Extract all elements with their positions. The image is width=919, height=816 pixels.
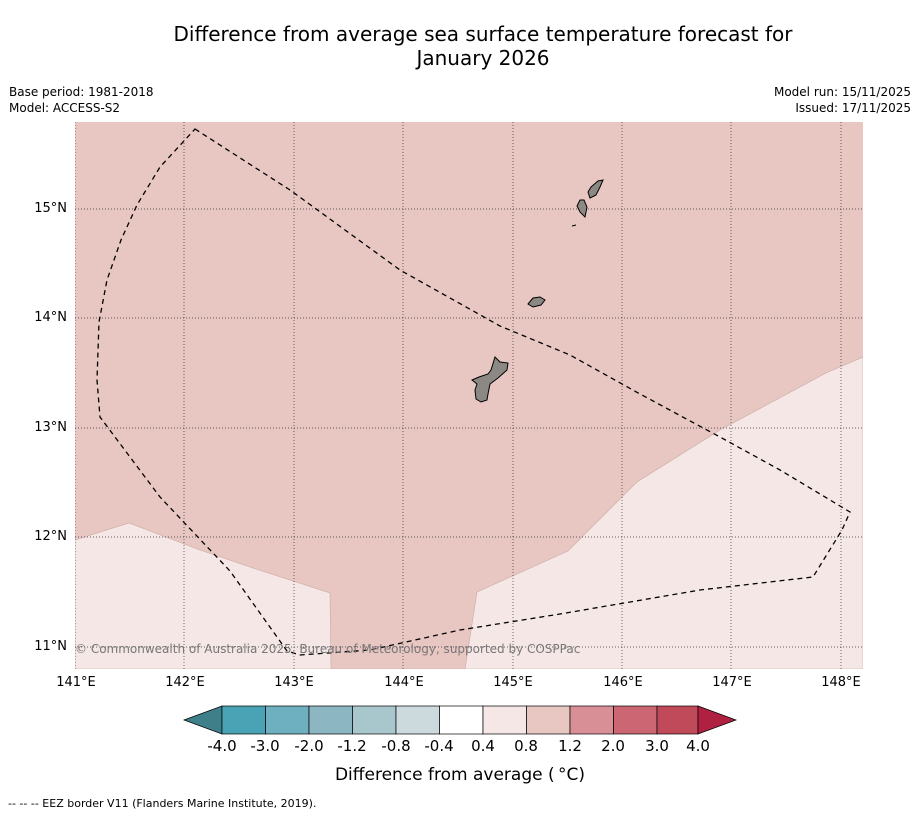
lon-tick-146: 146°E	[603, 675, 643, 690]
base-period: Base period: 1981-2018	[9, 85, 154, 99]
title-line-2: January 2026	[416, 46, 550, 70]
meta-right: Model run: 15/11/2025 Issued: 17/11/2025	[774, 84, 911, 116]
gridlines	[75, 122, 863, 669]
lat-tick-11: 11°N	[34, 639, 67, 654]
chart-title: Difference from average sea surface temp…	[100, 22, 866, 70]
colorbar-bin-7	[482, 705, 527, 735]
colorbar-label: -1.2	[337, 737, 367, 755]
colorbar-label: 0.8	[514, 737, 538, 755]
lat-tick-14: 14°N	[34, 310, 67, 325]
map-area	[75, 122, 863, 669]
colorbar-label: 4.0	[686, 737, 710, 755]
colorbar-bin-6	[439, 705, 484, 735]
colorbar-bin-10	[613, 705, 658, 735]
colorbar-label: 1.2	[558, 737, 582, 755]
colorbar-title: Difference from average ( °C)	[334, 765, 586, 785]
model-name: Model: ACCESS-S2	[9, 101, 121, 115]
colorbar-label: 0.4	[471, 737, 495, 755]
colorbar-label: 3.0	[645, 737, 669, 755]
colorbar-bin-1	[221, 705, 266, 735]
colorbar-bin-11	[656, 705, 699, 735]
colorbar-extend-low	[182, 705, 223, 735]
lon-tick-143: 143°E	[274, 675, 314, 690]
lat-tick-15: 15°N	[34, 201, 67, 216]
island-guam	[471, 356, 509, 403]
colorbar-label: 2.0	[601, 737, 625, 755]
title-line-1: Difference from average sea surface temp…	[173, 22, 793, 46]
eez-footnote: -- -- -- EEZ border V11 (Flanders Marine…	[8, 797, 317, 810]
lon-tick-141: 141°E	[56, 675, 96, 690]
colorbar-bin-2	[265, 705, 310, 735]
colorbar-label: -0.4	[424, 737, 454, 755]
lon-tick-142: 142°E	[165, 675, 205, 690]
lon-tick-147: 147°E	[712, 675, 752, 690]
colorbar-extend-high	[697, 705, 738, 735]
colorbar-bin-9	[569, 705, 614, 735]
colorbar-bin-8	[526, 705, 571, 735]
anomaly-region-0.4-0.8	[75, 356, 863, 669]
island-aguijan	[571, 224, 577, 227]
colorbar-label: -4.0	[207, 737, 237, 755]
colorbar-label: -0.8	[381, 737, 411, 755]
copyright-note: © Commonwealth of Australia 2025, Bureau…	[75, 642, 580, 656]
model-run: Model run: 15/11/2025	[773, 85, 911, 99]
colorbar	[182, 705, 738, 735]
lon-tick-145: 145°E	[493, 675, 533, 690]
island-saipan	[587, 179, 604, 199]
lon-tick-144: 144°E	[384, 675, 424, 690]
islands	[471, 179, 604, 403]
eez-border	[96, 128, 851, 656]
colorbar-bin-4	[352, 705, 397, 735]
island-tinian	[576, 199, 588, 219]
island-rota	[527, 296, 546, 308]
lat-tick-13: 13°N	[34, 420, 67, 435]
colorbar-bin-3	[308, 705, 353, 735]
issued-date: Issued: 17/11/2025	[795, 101, 911, 115]
colorbar-label: -3.0	[250, 737, 280, 755]
colorbar-label: -2.0	[294, 737, 324, 755]
lat-tick-12: 12°N	[34, 529, 67, 544]
colorbar-bin-5	[395, 705, 440, 735]
lon-tick-148: 148°E	[821, 675, 861, 690]
meta-left: Base period: 1981-2018 Model: ACCESS-S2	[9, 84, 154, 116]
